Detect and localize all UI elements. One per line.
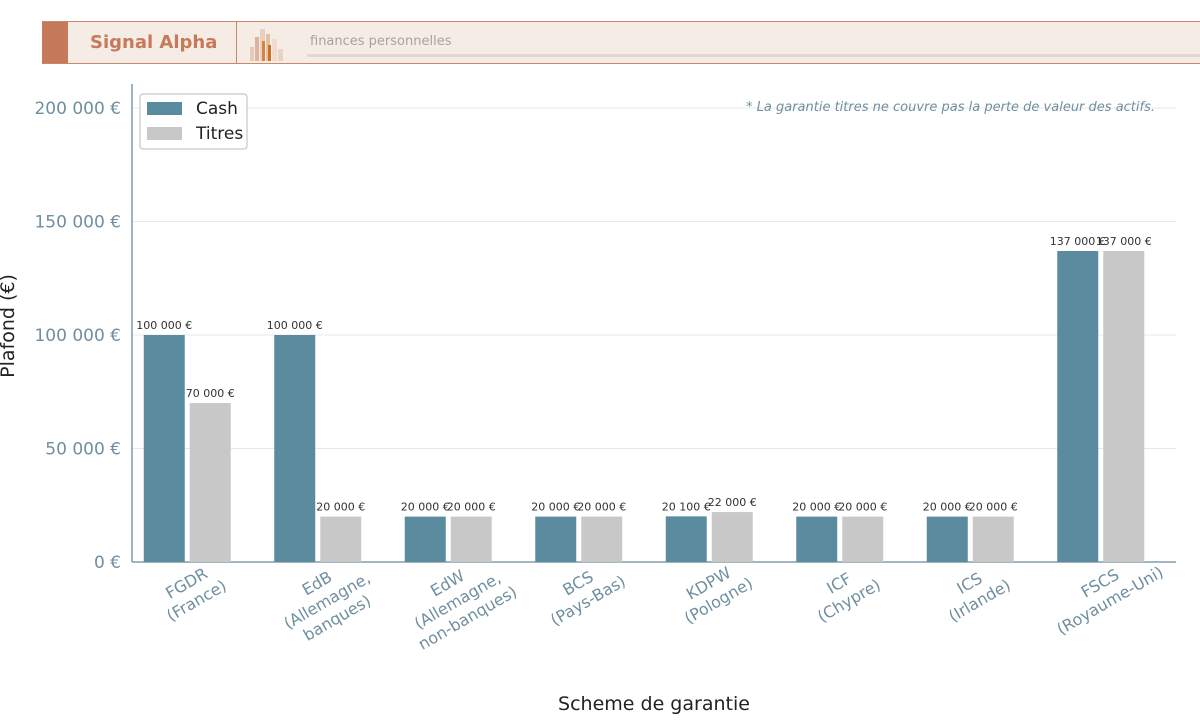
bar-value-label: 100 000 €	[136, 319, 192, 332]
legend-label-cash: Cash	[196, 99, 238, 119]
bar-titres-6	[972, 516, 1014, 562]
x-tick-label: BCS(Pays-Bas)	[547, 567, 629, 630]
bar-cash-3	[535, 516, 577, 562]
bar-titres-5	[842, 516, 884, 562]
header-divider	[236, 22, 237, 63]
bar-value-label: 20 000 €	[531, 501, 580, 514]
bar-value-label: 20 000 €	[577, 501, 626, 514]
bar-value-label: 20 000 €	[792, 501, 841, 514]
legend-swatch-cash	[147, 102, 182, 115]
bar-titres-4	[711, 512, 753, 562]
bar-titres-3	[581, 516, 623, 562]
bar-cash-6	[926, 516, 968, 562]
bar-value-label: 70 000 €	[186, 387, 235, 400]
bar-cash-2	[404, 516, 446, 562]
legend-swatch-titres	[147, 127, 182, 140]
y-axis-title: Plafond (€)	[0, 274, 19, 378]
bar-value-label: 20 000 €	[447, 501, 496, 514]
y-tick-label: 0 €	[94, 553, 121, 573]
x-tick-label: KDPW(Pologne)	[681, 563, 756, 628]
bar-value-label: 100 000 €	[267, 319, 323, 332]
brand-swatch	[42, 22, 68, 63]
bar-cash-4	[665, 516, 707, 562]
bar-cash-7	[1057, 251, 1099, 562]
bar-titres-7	[1103, 251, 1145, 562]
bar-cash-0	[143, 335, 185, 562]
bar-value-label: 137 000 €	[1096, 235, 1152, 248]
x-tick-label: EdW(Allemagne,non-banques)	[411, 566, 520, 654]
bar-value-label: 20 000 €	[969, 501, 1018, 514]
brand-name[interactable]: Signal Alpha	[90, 32, 218, 53]
bar-city-logo-icon	[250, 29, 283, 61]
bar-value-label: 20 000 €	[923, 501, 972, 514]
header-rule	[307, 54, 1200, 57]
x-axis-title: Scheme de garantie	[558, 693, 750, 715]
bar-value-label: 20 100 €	[662, 500, 711, 513]
bar-titres-0	[189, 403, 231, 562]
bar-value-label: 20 000 €	[401, 501, 450, 514]
bar-cash-1	[274, 335, 316, 562]
bar-cash-5	[796, 516, 838, 562]
bar-titres-2	[450, 516, 492, 562]
y-tick-label: 50 000 €	[45, 440, 121, 460]
x-tick-label: ICF(Chypre)	[814, 569, 884, 626]
bar-titres-1	[320, 516, 362, 562]
chart-annotation: * La garantie titres ne couvre pas la pe…	[746, 100, 1155, 115]
header-subtitle: finances personnelles	[310, 34, 452, 49]
x-tick-label: ICS(Irlande)	[945, 568, 1014, 625]
y-tick-label: 100 000 €	[34, 326, 121, 346]
bar-value-label: 22 000 €	[708, 496, 757, 509]
y-tick-label: 150 000 €	[34, 213, 121, 233]
legend-label-titres: Titres	[195, 124, 243, 144]
bar-value-label: 137 000 €	[1050, 235, 1106, 248]
x-tick-label: FGDR(France)	[162, 564, 229, 625]
header-banner: Signal Alpha finances personnelles	[42, 21, 1200, 64]
y-tick-label: 200 000 €	[34, 99, 121, 119]
x-tick-label: EdB(Allemagne,banques)	[280, 567, 374, 645]
bar-value-label: 20 000 €	[838, 501, 887, 514]
bar-chart: 0 € 50 000 € 100 000 € 150 000 € 200 000 € 10…	[0, 84, 1176, 715]
bar-value-label: 20 000 €	[316, 501, 365, 514]
